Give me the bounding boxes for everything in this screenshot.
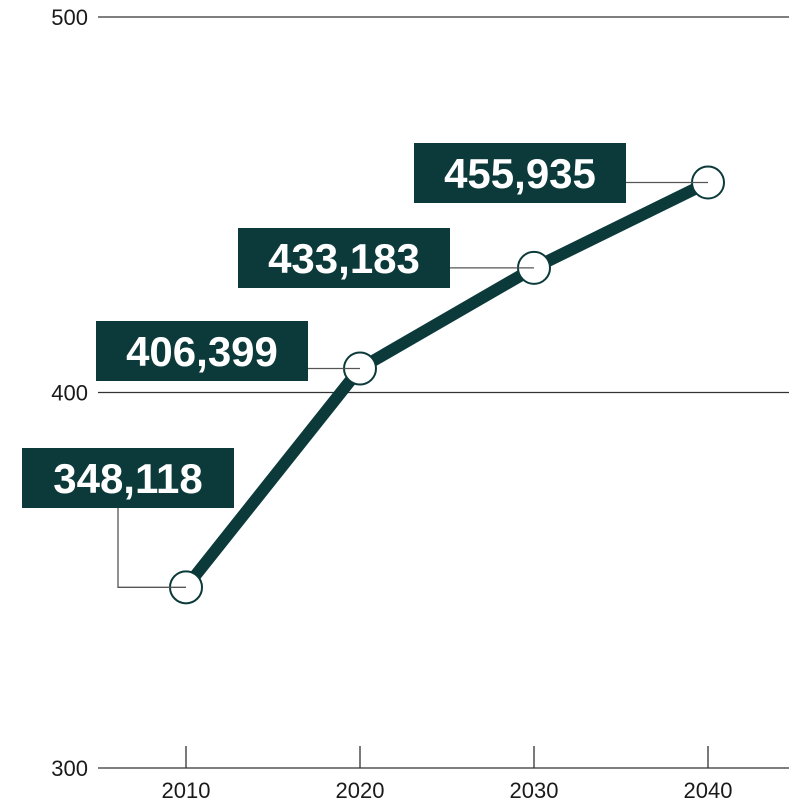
data-label: 406,399 — [126, 328, 278, 375]
data-label-box — [414, 143, 626, 203]
data-label: 348,118 — [53, 455, 203, 502]
x-tick-label: 2020 — [336, 778, 385, 803]
axis-layer: 300 400 500 2010 2020 2030 2040 — [51, 5, 732, 803]
data-label: 455,935 — [444, 150, 596, 197]
x-tick-label: 2010 — [162, 778, 211, 803]
x-tick-label: 2040 — [684, 778, 733, 803]
x-tick-label: 2030 — [510, 778, 559, 803]
y-tick-label: 500 — [51, 5, 88, 30]
label-layer: 348,118 406,399 433,183 455,935 — [22, 143, 708, 588]
series-line — [180, 176, 714, 594]
data-label-box — [96, 321, 308, 381]
y-tick-label: 400 — [51, 381, 88, 406]
data-label-box — [22, 448, 234, 508]
grid-layer — [98, 16, 789, 769]
data-label-box — [238, 228, 450, 288]
label-leader-line — [117, 508, 186, 588]
y-tick-label: 300 — [51, 756, 88, 781]
data-label: 433,183 — [268, 235, 420, 282]
